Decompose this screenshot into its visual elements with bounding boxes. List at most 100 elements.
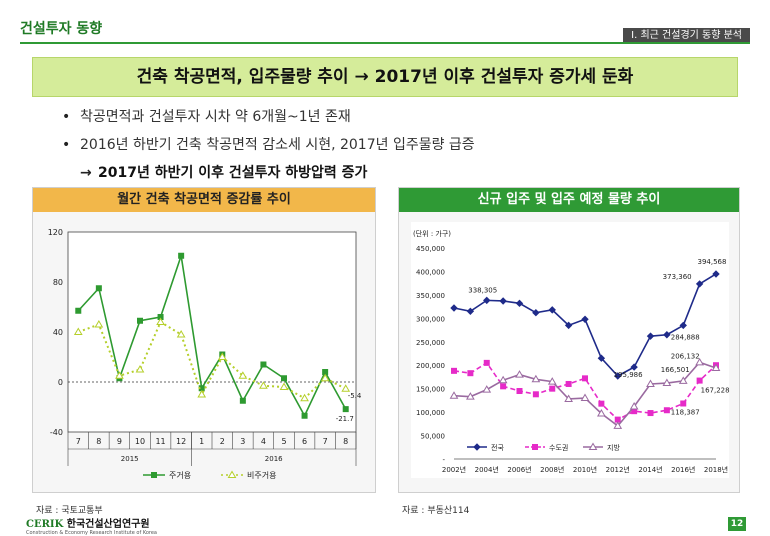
data-point [662, 378, 672, 387]
x-tick-label: 9 [117, 437, 122, 446]
y-tick-label: 100,000 [416, 409, 445, 417]
x-tick-label: 2014년 [638, 465, 662, 474]
data-point [483, 296, 491, 305]
logo-name: 한국건설산업연구원 [66, 519, 150, 530]
series-line-1 [453, 361, 717, 421]
y-tick-label: 350,000 [416, 292, 445, 300]
data-point [712, 270, 720, 278]
plot-area [67, 231, 357, 433]
data-label: 118,387 [671, 408, 700, 416]
legend-label: 전국 [491, 443, 504, 452]
y-tick-label: 120 [48, 228, 63, 237]
headline-banner: 건축 착공면적, 입주물량 추이 → 2017년 이후 건설투자 증가세 둔화 [32, 57, 738, 97]
source-note: 자료 : 부동산114 [402, 506, 470, 516]
data-point [156, 317, 165, 325]
year-label: 2016 [265, 455, 283, 463]
panel-starts-chart: 월간 건축 착공면적 증감률 추이 120 80 40 0 -40 7 8 9 10 11 12 1 2… [32, 187, 376, 493]
data-point [482, 385, 492, 393]
data-point [613, 421, 623, 429]
y-tick-label: 0 [58, 378, 63, 387]
x-tick-label: 2008년 [540, 465, 564, 474]
data-label: 167,228 [701, 387, 730, 395]
data-point [532, 391, 539, 398]
x-tick-label: 5 [281, 437, 286, 446]
y-tick-label: 200,000 [416, 362, 445, 370]
bullet-2: • 2016년 하반기 건축 착공면적 감소세 시현, 2017년 입주물량 급증 [62, 134, 475, 154]
data-point [259, 381, 268, 389]
data-label: -21.7 [336, 415, 354, 423]
y-tick-label: 50,000 [421, 433, 446, 441]
x-tick-label: 7 [323, 437, 328, 446]
plot-background [411, 222, 729, 478]
x-tick-label: 11 [155, 437, 165, 446]
data-point [137, 317, 143, 324]
data-point [500, 383, 507, 390]
data-point [630, 363, 638, 371]
y-tick-label: 450,000 [416, 245, 445, 253]
data-point [341, 384, 351, 392]
data-point [498, 375, 508, 384]
institute-logo: CERIK 한국건설산업연구원 Construction & Economy R… [26, 515, 157, 536]
data-point [176, 330, 186, 338]
x-tick-label: 2 [220, 437, 225, 446]
data-point [450, 304, 458, 312]
arrow-icon: → [80, 165, 92, 181]
legend-marker [227, 470, 237, 478]
data-label: 284,888 [671, 333, 700, 341]
data-point [696, 377, 703, 384]
y-tick-label: 400,000 [416, 268, 445, 276]
data-point [515, 370, 524, 378]
data-point [565, 380, 572, 387]
year-label: 2015 [121, 455, 139, 463]
data-label: 206,132 [671, 352, 700, 360]
page-title: 건설투자 동향 [20, 21, 103, 37]
data-point [135, 365, 145, 373]
data-point [532, 308, 540, 317]
data-point [449, 391, 459, 399]
legend-label: 주거용 [169, 471, 191, 480]
data-point [695, 280, 704, 288]
x-tick-label: 2004년 [475, 465, 499, 474]
data-point [646, 379, 655, 387]
data-point [695, 357, 704, 366]
data-point [320, 373, 330, 382]
data-point [564, 394, 573, 402]
data-point [549, 385, 556, 392]
data-point [238, 371, 248, 379]
legend-label: 수도권 [549, 444, 568, 452]
data-point [301, 412, 308, 419]
header-divider [20, 42, 750, 44]
data-point [515, 299, 524, 308]
bullet-text: 2017년 하반기 이후 건설투자 하방압력 증가 [98, 165, 368, 181]
legend-label: 비주거용 [247, 471, 276, 480]
data-point [279, 382, 289, 390]
data-point [322, 369, 329, 375]
x-tick-label: 2018년 [704, 465, 728, 474]
page-number: 12 [728, 517, 746, 531]
data-point [260, 361, 267, 368]
data-point [466, 392, 475, 400]
data-point [178, 252, 185, 259]
data-point [597, 354, 606, 362]
x-tick-label: 4 [261, 437, 266, 446]
x-tick-label: 7 [76, 437, 81, 446]
data-point [483, 359, 490, 366]
x-tick-label: 3 [240, 437, 245, 446]
data-point [239, 397, 246, 404]
data-point [531, 374, 541, 383]
y-tick-label: 150,000 [416, 386, 445, 394]
data-point [647, 410, 654, 417]
logo-subtitle: Construction & Economy Research Institut… [26, 530, 157, 536]
data-point [680, 400, 687, 407]
data-point [300, 393, 309, 402]
data-point [75, 307, 82, 314]
data-label: 394,568 [698, 258, 727, 266]
bullet-text: 착공면적과 건설투자 시차 약 6개월~1년 존재 [80, 109, 351, 125]
data-point [711, 363, 721, 372]
unit-label: (단위 : 가구) [413, 229, 451, 238]
logo-mark: CERIK [26, 519, 64, 530]
legend-marker [473, 443, 481, 451]
y-tick-label: 80 [53, 278, 63, 287]
source-note: 자료 : 국토교통부 [36, 506, 103, 516]
data-point [581, 315, 589, 323]
